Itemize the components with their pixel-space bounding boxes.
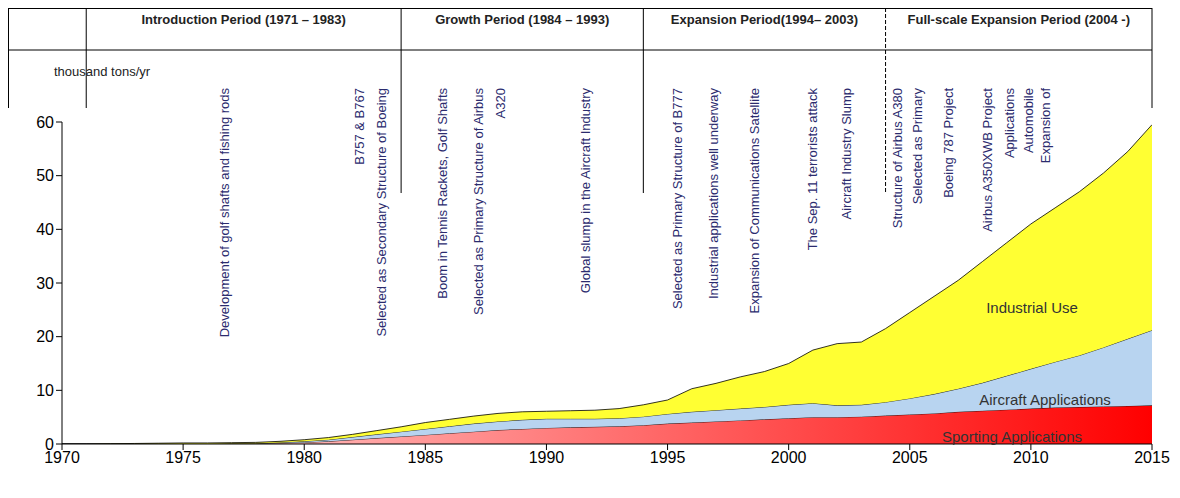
svg-text:Selected as Primary: Selected as Primary (910, 88, 925, 205)
html-text:Expansion Period(1994– 2003): Expansion Period(1994– 2003) (670, 12, 858, 27)
svg-text:40: 40 (36, 221, 54, 238)
svg-text:A320: A320 (493, 88, 508, 118)
svg-text:1975: 1975 (165, 449, 201, 466)
svg-text:10: 10 (36, 382, 54, 399)
html-text:Full-scale Expansion Period (2: Full-scale Expansion Period (2004 -) (907, 12, 1130, 27)
svg-text:Aircraft Applications: Aircraft Applications (979, 391, 1111, 408)
svg-text:Industrial Use: Industrial Use (986, 299, 1078, 316)
svg-text:30: 30 (36, 275, 54, 292)
svg-text:2000: 2000 (771, 449, 807, 466)
svg-text:1985: 1985 (408, 449, 444, 466)
svg-text:0: 0 (45, 436, 54, 453)
svg-text:Sporting Applications: Sporting Applications (942, 428, 1082, 445)
svg-text:1970: 1970 (44, 449, 80, 467)
svg-text:Selected as Primary Structure: Selected as Primary Structure of Airbus (471, 88, 486, 315)
svg-text:2015: 2015 (1134, 449, 1170, 466)
svg-text:20: 20 (36, 328, 54, 345)
svg-text:Industrial applications well u: Industrial applications well underway (706, 88, 721, 300)
svg-text:Automobile: Automobile (1021, 88, 1036, 153)
svg-text:Boeing 787 Project: Boeing 787 Project (941, 88, 956, 198)
svg-text:Structure of Airbus A380: Structure of Airbus A380 (890, 88, 905, 228)
svg-text:1995: 1995 (650, 449, 686, 466)
svg-text:2005: 2005 (892, 449, 928, 466)
svg-text:B757 & B767: B757 & B767 (352, 88, 367, 165)
svg-text:Aircraft Industry Slump: Aircraft Industry Slump (839, 88, 854, 220)
svg-text:1980: 1980 (286, 449, 322, 466)
svg-text:Selected as Primary Structure: Selected as Primary Structure of B777 (670, 88, 685, 309)
svg-text:1990: 1990 (529, 449, 565, 466)
svg-text:Development of golf shafts and: Development of golf shafts and fishing r… (217, 88, 232, 338)
svg-text:Global slump in the Aircraft I: Global slump in the Aircraft Industry (578, 88, 593, 294)
svg-text:Selected as Secondary Structur: Selected as Secondary Structure of Boein… (374, 88, 389, 337)
svg-text:Airbus A350XWB Project: Airbus A350XWB Project (980, 88, 995, 232)
svg-text:60: 60 (36, 114, 54, 131)
html-text:Introduction Period (1971 – 19: Introduction Period (1971 – 1983) (141, 12, 346, 27)
svg-text:Expansion of Communications Sa: Expansion of Communications Satellite (747, 88, 762, 313)
svg-text:2010: 2010 (1013, 449, 1049, 466)
svg-text:Applications: Applications (1002, 88, 1017, 159)
svg-text:Expansion of: Expansion of (1038, 88, 1053, 164)
html-text:thousand tons/yr: thousand tons/yr (54, 64, 151, 79)
svg-text:The Sep. 11 terrorists attack: The Sep. 11 terrorists attack (805, 88, 820, 251)
html-text:Growth Period (1984 – 1993): Growth Period (1984 – 1993) (435, 12, 610, 27)
svg-text:50: 50 (36, 167, 54, 184)
svg-text:Boom in Tennis Rackets, Golf S: Boom in Tennis Rackets, Golf Shafts (435, 88, 450, 299)
